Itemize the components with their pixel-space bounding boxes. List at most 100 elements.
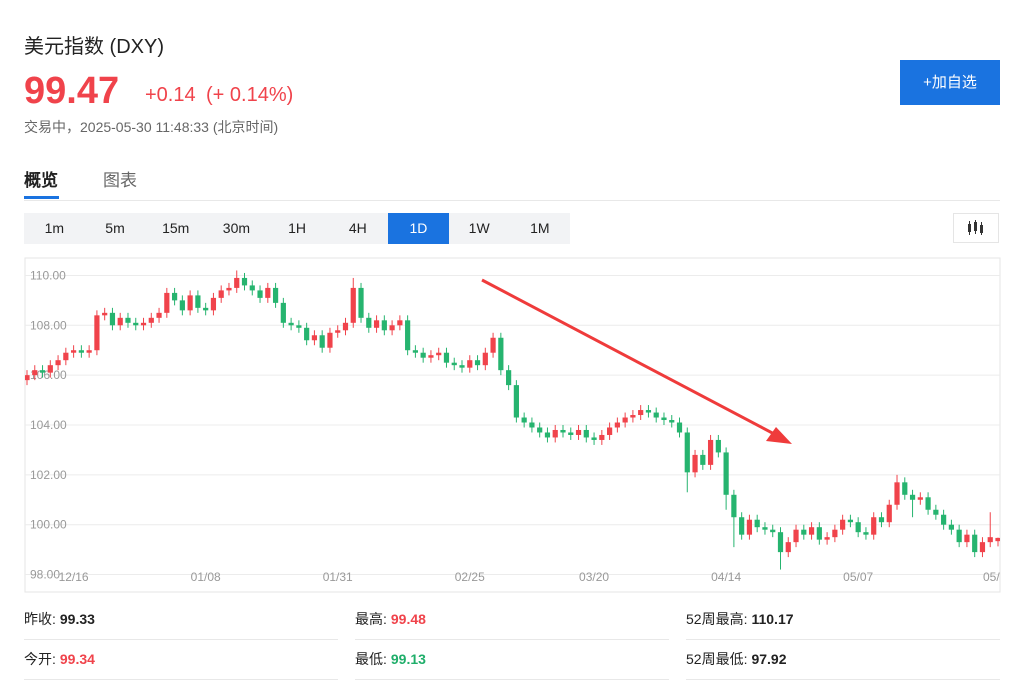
- x-tick-label: 01/31: [323, 570, 353, 584]
- y-tick-label: 102.00: [30, 468, 67, 482]
- candle-body: [420, 352, 426, 358]
- candle-body: [607, 427, 613, 435]
- candle-body: [956, 529, 962, 543]
- candle-body: [412, 350, 418, 353]
- x-tick-label: 04/14: [711, 570, 741, 584]
- candle-body: [133, 322, 139, 326]
- candle-body: [995, 537, 1000, 542]
- candle-body: [32, 370, 38, 376]
- candle-body: [140, 322, 147, 326]
- interval-button[interactable]: 1M: [530, 220, 550, 236]
- candle-body: [187, 295, 193, 311]
- trend-arrow-head: [766, 427, 792, 444]
- candle-body: [203, 307, 209, 311]
- candle-body: [71, 350, 77, 353]
- interval-button[interactable]: 1W: [468, 220, 490, 236]
- candle-body: [109, 312, 116, 326]
- candle-body: [296, 325, 302, 328]
- tab[interactable]: 图表: [103, 171, 137, 190]
- x-tick-label: 02/25: [455, 570, 485, 584]
- candle-icon: [968, 220, 983, 235]
- candle-body: [622, 417, 628, 423]
- interval-button[interactable]: 5m: [105, 220, 125, 236]
- candle-body: [335, 330, 341, 333]
- candle-body: [715, 439, 721, 453]
- candle-body: [405, 320, 411, 351]
- title: 美元指数 (DXY): [24, 36, 164, 58]
- candle-body: [840, 519, 846, 530]
- chart-type-button[interactable]: [953, 213, 999, 243]
- candle-body: [490, 337, 496, 353]
- candle-body: [350, 287, 356, 323]
- x-tick-label: 12/16: [59, 570, 89, 584]
- y-tick-label: 106.00: [30, 368, 67, 382]
- change: +0.14: [145, 84, 196, 106]
- candle-body: [824, 537, 830, 540]
- candle-body: [451, 362, 457, 366]
- x-tick-label: 05/30: [983, 570, 1013, 584]
- candle-body: [474, 360, 481, 366]
- interval-button[interactable]: 1H: [288, 220, 307, 236]
- candle-body: [933, 509, 939, 515]
- candle-body: [55, 360, 61, 366]
- candle-body: [47, 365, 53, 373]
- y-tick-label: 104.00: [30, 418, 67, 432]
- candle-body: [397, 320, 403, 326]
- candle-body: [226, 287, 232, 291]
- stat: 昨收: 99.33: [24, 609, 95, 629]
- candle-body: [39, 370, 46, 373]
- y-tick-label: 98.00: [30, 568, 60, 582]
- candle-body: [692, 454, 698, 473]
- divider: [355, 679, 669, 680]
- candle-body: [700, 454, 706, 465]
- interval-button[interactable]: 1D: [388, 213, 449, 244]
- candle-body: [723, 452, 729, 495]
- candle-body: [855, 522, 861, 533]
- candle-body: [513, 385, 519, 418]
- candle-body: [249, 285, 255, 291]
- candle-body: [537, 427, 543, 433]
- candle-body: [731, 494, 737, 518]
- candle-body: [389, 325, 395, 331]
- stat-label: 52周最低:: [686, 651, 748, 667]
- candle-body: [583, 429, 589, 438]
- candle-body: [599, 434, 605, 440]
- candle-body: [816, 527, 822, 540]
- status: 交易中，2025-05-30 11:48:33 (北京时间): [24, 119, 279, 135]
- stat: 52周最低: 97.92: [686, 649, 787, 669]
- candle-body: [288, 322, 294, 326]
- candle-body: [482, 352, 488, 366]
- candle-body: [832, 529, 838, 538]
- interval-button[interactable]: 4H: [348, 220, 367, 236]
- candle-body: [863, 532, 869, 535]
- candle-body: [234, 277, 240, 288]
- candle-body: [638, 410, 644, 416]
- candle-body: [972, 534, 978, 553]
- x-tick-label: 01/08: [191, 570, 221, 584]
- divider: [24, 679, 338, 680]
- candle-body: [366, 317, 372, 328]
- candle-body: [358, 287, 364, 318]
- candle-body: [560, 429, 566, 433]
- interval-button[interactable]: 30m: [222, 220, 251, 236]
- stat-label: 最低:: [355, 651, 387, 667]
- x-tick-label: 03/20: [579, 570, 609, 584]
- add-watchlist-button[interactable]: +加自选: [900, 60, 1000, 105]
- candle-body: [319, 335, 325, 348]
- tab[interactable]: 概览: [24, 171, 58, 190]
- interval-button[interactable]: 1m: [44, 220, 65, 236]
- chart: 98.00 100.00 102.00 104.00 106.00 108.00 110.0…: [24, 257, 1013, 593]
- divider: [24, 200, 1000, 201]
- interval-button[interactable]: 15m: [162, 220, 190, 236]
- candle-body: [148, 317, 154, 323]
- tab-indicator: [24, 196, 59, 199]
- interval-bar: 1m 5m 15m 30m 1H 4H 1D 1W 1M: [24, 213, 571, 244]
- candle-body: [436, 352, 442, 356]
- divider: [686, 639, 1000, 640]
- candle-body: [443, 352, 450, 363]
- candle-body: [568, 432, 574, 435]
- candle-body: [964, 534, 970, 543]
- stat-value: 99.48: [390, 611, 426, 627]
- candle-body: [645, 410, 652, 413]
- candle-body: [327, 332, 333, 348]
